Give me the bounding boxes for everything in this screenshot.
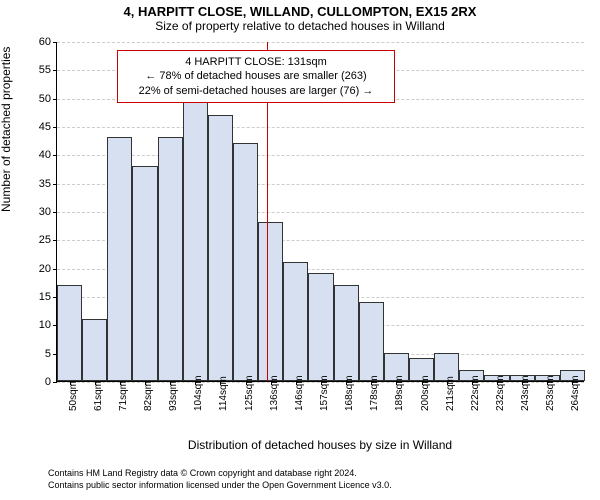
y-tick-mark	[53, 42, 57, 43]
x-tick-label: 222sqm	[466, 375, 481, 411]
annotation-line3: 22% of semi-detached houses are larger (…	[126, 84, 386, 98]
x-tick-mark	[195, 381, 196, 385]
y-tick-mark	[53, 127, 57, 128]
footer-attribution: Contains HM Land Registry data © Crown c…	[48, 468, 392, 491]
gridline	[57, 127, 584, 128]
x-tick-label: 114sqm	[214, 376, 229, 411]
footer-line1: Contains HM Land Registry data © Crown c…	[48, 468, 392, 480]
histogram-bar	[359, 302, 384, 381]
histogram-bar	[183, 98, 208, 381]
x-tick-label: 168sqm	[340, 375, 355, 411]
x-tick-mark	[346, 381, 347, 385]
x-tick-label: 232sqm	[491, 375, 506, 411]
x-tick-label: 189sqm	[390, 375, 405, 411]
x-tick-label: 264sqm	[566, 375, 581, 411]
y-tick-mark	[53, 269, 57, 270]
x-tick-label: 125sqm	[240, 375, 255, 411]
x-tick-mark	[321, 381, 322, 385]
x-tick-mark	[70, 381, 71, 385]
chart-container: 4, HARPITT CLOSE, WILLAND, CULLOMPTON, E…	[0, 0, 600, 500]
footer-line2: Contains public sector information licen…	[48, 480, 392, 492]
x-tick-label: 93sqm	[164, 381, 179, 411]
x-tick-mark	[422, 381, 423, 385]
y-tick-mark	[53, 184, 57, 185]
annotation-line2: ← 78% of detached houses are smaller (26…	[126, 69, 386, 83]
x-tick-label: 200sqm	[416, 375, 431, 411]
annotation-box: 4 HARPITT CLOSE: 131sqm ← 78% of detache…	[117, 50, 395, 103]
x-tick-mark	[220, 381, 221, 385]
x-tick-mark	[170, 381, 171, 385]
chart-title: 4, HARPITT CLOSE, WILLAND, CULLOMPTON, E…	[0, 0, 600, 19]
x-tick-mark	[120, 381, 121, 385]
x-tick-label: 178sqm	[365, 375, 380, 411]
chart-subtitle: Size of property relative to detached ho…	[0, 19, 600, 33]
histogram-bar	[258, 222, 283, 381]
gridline	[57, 155, 584, 156]
y-tick-mark	[53, 99, 57, 100]
x-tick-label: 146sqm	[290, 375, 305, 411]
histogram-bar	[283, 262, 308, 381]
x-tick-mark	[145, 381, 146, 385]
y-tick-mark	[53, 70, 57, 71]
x-tick-label: 157sqm	[315, 375, 330, 411]
histogram-bar	[233, 143, 258, 381]
x-tick-mark	[547, 381, 548, 385]
x-tick-mark	[296, 381, 297, 385]
y-tick-mark	[53, 155, 57, 156]
x-tick-label: 71sqm	[114, 381, 129, 411]
x-tick-label: 82sqm	[139, 381, 154, 411]
x-tick-mark	[95, 381, 96, 385]
histogram-bar	[57, 285, 82, 381]
y-tick-mark	[53, 212, 57, 213]
x-tick-mark	[572, 381, 573, 385]
x-tick-label: 253sqm	[541, 375, 556, 411]
x-tick-mark	[497, 381, 498, 385]
x-tick-label: 50sqm	[64, 381, 79, 411]
histogram-bar	[132, 166, 157, 381]
plot-area: 05101520253035404550556050sqm61sqm71sqm8…	[56, 42, 584, 382]
x-tick-mark	[246, 381, 247, 385]
annotation-line1: 4 HARPITT CLOSE: 131sqm	[126, 55, 386, 69]
x-tick-mark	[371, 381, 372, 385]
histogram-bar	[82, 319, 107, 381]
x-tick-mark	[472, 381, 473, 385]
x-tick-mark	[396, 381, 397, 385]
histogram-bar	[208, 115, 233, 381]
y-tick-mark	[53, 240, 57, 241]
x-tick-label: 104sqm	[189, 375, 204, 411]
x-tick-mark	[522, 381, 523, 385]
y-tick-mark	[53, 382, 57, 383]
x-tick-label: 243sqm	[516, 375, 531, 411]
x-tick-label: 61sqm	[89, 381, 104, 411]
x-tick-label: 211sqm	[441, 376, 456, 411]
histogram-bar	[107, 137, 132, 381]
y-axis-label: Number of detached properties	[0, 47, 13, 212]
histogram-bar	[334, 285, 359, 381]
histogram-bar	[308, 273, 333, 381]
x-axis-label: Distribution of detached houses by size …	[56, 438, 584, 452]
x-tick-mark	[271, 381, 272, 385]
histogram-bar	[158, 137, 183, 381]
x-tick-mark	[447, 381, 448, 385]
gridline	[57, 42, 584, 43]
